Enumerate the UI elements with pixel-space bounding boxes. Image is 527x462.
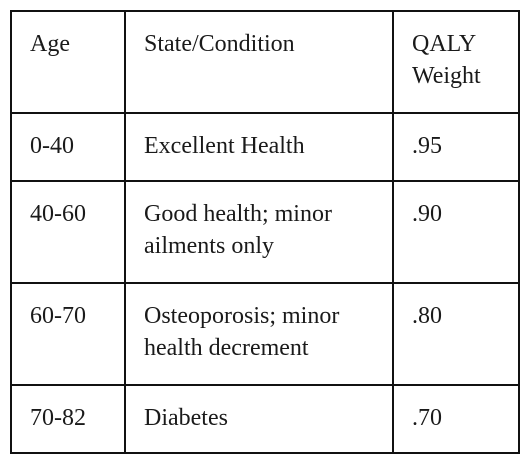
header-weight: QALY Weight <box>392 10 520 114</box>
age-value: 60-70 <box>30 303 86 329</box>
header-state: State/Condition <box>124 10 394 114</box>
state-cell: Osteoporosis; minor health decrement <box>124 282 394 386</box>
weight-cell: .70 <box>392 384 520 454</box>
header-age: Age <box>10 10 126 114</box>
table-row: 70-82 Diabetes .70 <box>10 384 520 454</box>
age-cell: 70-82 <box>10 384 126 454</box>
weight-cell: .80 <box>392 282 520 386</box>
header-weight-label-line2: Weight <box>412 63 481 89</box>
table-row: 40-60 Good health; minor ailments only .… <box>10 180 520 284</box>
state-cell: Excellent Health <box>124 112 394 182</box>
weight-cell: .90 <box>392 180 520 284</box>
age-value: 70-82 <box>30 405 86 431</box>
weight-cell: .95 <box>392 112 520 182</box>
state-value-line1: Good health; minor <box>144 201 332 227</box>
weight-value: .95 <box>412 133 442 159</box>
age-cell: 60-70 <box>10 282 126 386</box>
age-value: 0-40 <box>30 133 74 159</box>
qaly-weights-table: Age State/Condition QALY Weight 0-40 Exc… <box>10 10 520 454</box>
header-age-label: Age <box>30 31 70 57</box>
header-state-label: State/Condition <box>144 31 295 57</box>
state-value-line1: Osteoporosis; minor <box>144 303 340 329</box>
header-weight-label-line1: QALY <box>412 31 477 57</box>
state-cell: Good health; minor ailments only <box>124 180 394 284</box>
weight-value: .80 <box>412 303 442 329</box>
table-header-row: Age State/Condition QALY Weight <box>10 10 520 114</box>
weight-value: .70 <box>412 405 442 431</box>
age-cell: 40-60 <box>10 180 126 284</box>
state-value-line1: Excellent Health <box>144 133 305 159</box>
age-value: 40-60 <box>30 201 86 227</box>
state-value-line2: health decrement <box>144 335 309 361</box>
table-row: 60-70 Osteoporosis; minor health decreme… <box>10 282 520 386</box>
table-row: 0-40 Excellent Health .95 <box>10 112 520 182</box>
state-value-line1: Diabetes <box>144 405 228 431</box>
weight-value: .90 <box>412 201 442 227</box>
state-value-line2: ailments only <box>144 233 274 259</box>
state-cell: Diabetes <box>124 384 394 454</box>
age-cell: 0-40 <box>10 112 126 182</box>
